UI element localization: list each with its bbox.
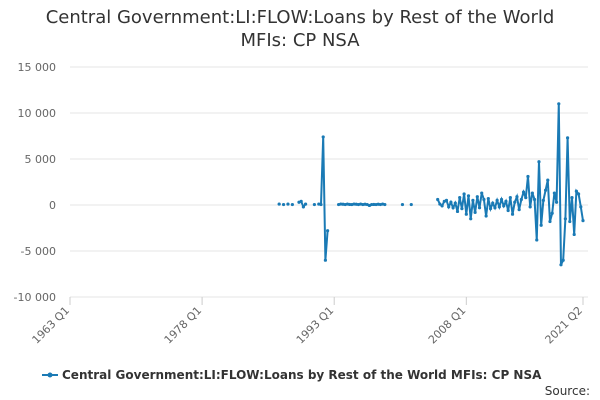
data-point bbox=[482, 197, 486, 202]
data-point bbox=[519, 197, 523, 202]
data-point bbox=[321, 135, 325, 139]
source-label: Source: bbox=[545, 384, 590, 398]
data-point bbox=[477, 206, 482, 210]
data-point bbox=[561, 258, 565, 262]
x-tick-label: 1978 Q1 bbox=[162, 304, 205, 347]
data-point bbox=[563, 217, 567, 221]
data-point bbox=[326, 229, 330, 233]
data-point bbox=[581, 219, 585, 223]
chart-title: Central Government:LI:FLOW:Loans by Rest… bbox=[45, 7, 555, 51]
data-point bbox=[475, 195, 479, 199]
data-point bbox=[484, 214, 488, 218]
data-point bbox=[504, 199, 508, 203]
x-tick-label: 2021 Q2 bbox=[543, 304, 586, 347]
data-point bbox=[409, 202, 413, 207]
data-point bbox=[447, 205, 451, 209]
data-point bbox=[572, 232, 576, 237]
data-point bbox=[464, 212, 468, 216]
data-point bbox=[497, 205, 501, 209]
data-point bbox=[548, 219, 552, 224]
data-point bbox=[486, 196, 490, 201]
data-point bbox=[303, 202, 308, 206]
data-point bbox=[517, 208, 521, 212]
data-point bbox=[574, 189, 578, 193]
data-point bbox=[546, 178, 550, 182]
data-point bbox=[383, 202, 387, 207]
data-point bbox=[281, 202, 286, 207]
data-point bbox=[499, 197, 504, 202]
data-point bbox=[493, 206, 497, 210]
y-tick-label: 15 000 bbox=[18, 61, 57, 74]
data-point bbox=[524, 196, 528, 200]
data-point bbox=[323, 258, 327, 262]
data-point bbox=[469, 217, 473, 221]
data-point bbox=[530, 191, 534, 195]
data-point bbox=[458, 196, 462, 200]
data-point bbox=[535, 238, 539, 242]
data-point bbox=[444, 198, 449, 202]
data-point bbox=[557, 102, 561, 106]
data-point bbox=[451, 206, 455, 210]
data-line bbox=[298, 103, 584, 266]
data-point bbox=[526, 174, 530, 179]
data-point bbox=[532, 197, 537, 202]
data-point bbox=[539, 223, 543, 227]
data-point bbox=[565, 136, 570, 140]
x-tick-label: 1993 Q1 bbox=[294, 304, 337, 347]
data-point bbox=[559, 263, 563, 267]
data-point bbox=[449, 200, 453, 204]
data-point bbox=[528, 205, 532, 209]
data-point bbox=[471, 198, 475, 202]
data-point bbox=[290, 202, 294, 207]
legend-label: Central Government:LI:FLOW:Loans by Rest… bbox=[62, 368, 542, 382]
data-point bbox=[455, 209, 460, 214]
data-point bbox=[521, 190, 526, 194]
y-tick-label: 10 000 bbox=[18, 107, 57, 120]
data-point bbox=[460, 207, 464, 211]
data-point bbox=[466, 194, 471, 198]
data-point bbox=[495, 198, 499, 202]
data-point bbox=[277, 202, 281, 206]
data-point bbox=[438, 202, 442, 206]
data-point bbox=[541, 198, 545, 202]
data-point bbox=[301, 205, 305, 209]
data-point bbox=[488, 207, 493, 211]
data-point bbox=[552, 191, 556, 195]
data-point bbox=[400, 202, 405, 207]
data-point bbox=[568, 219, 572, 224]
data-point bbox=[570, 196, 574, 200]
data-point bbox=[462, 192, 466, 196]
data-point bbox=[576, 192, 581, 196]
data-point bbox=[515, 195, 519, 199]
data-point bbox=[436, 197, 440, 202]
x-tick-label: 1963 Q1 bbox=[30, 304, 73, 347]
y-tick-label: 0 bbox=[49, 199, 56, 212]
data-point bbox=[508, 196, 512, 200]
data-point bbox=[312, 202, 316, 207]
data-point bbox=[543, 188, 548, 192]
data-point bbox=[473, 210, 477, 214]
data-point bbox=[502, 204, 506, 208]
data-point bbox=[440, 204, 444, 208]
data-point bbox=[506, 208, 510, 213]
data-point bbox=[510, 212, 515, 216]
y-tick-label: -10 000 bbox=[14, 291, 56, 304]
data-point bbox=[299, 199, 303, 203]
data-point bbox=[319, 202, 323, 207]
data-point bbox=[491, 201, 495, 205]
data-point bbox=[480, 191, 484, 195]
data-point bbox=[579, 205, 583, 209]
legend-symbol bbox=[47, 372, 53, 378]
y-tick-label: 5 000 bbox=[25, 153, 57, 166]
data-point bbox=[550, 211, 554, 215]
data-point bbox=[537, 160, 541, 164]
y-tick-label: -5 000 bbox=[21, 245, 56, 258]
x-tick-label: 2008 Q1 bbox=[426, 304, 469, 347]
data-point bbox=[453, 201, 457, 205]
data-point bbox=[286, 202, 290, 206]
data-point bbox=[513, 200, 517, 204]
data-point bbox=[554, 200, 559, 204]
